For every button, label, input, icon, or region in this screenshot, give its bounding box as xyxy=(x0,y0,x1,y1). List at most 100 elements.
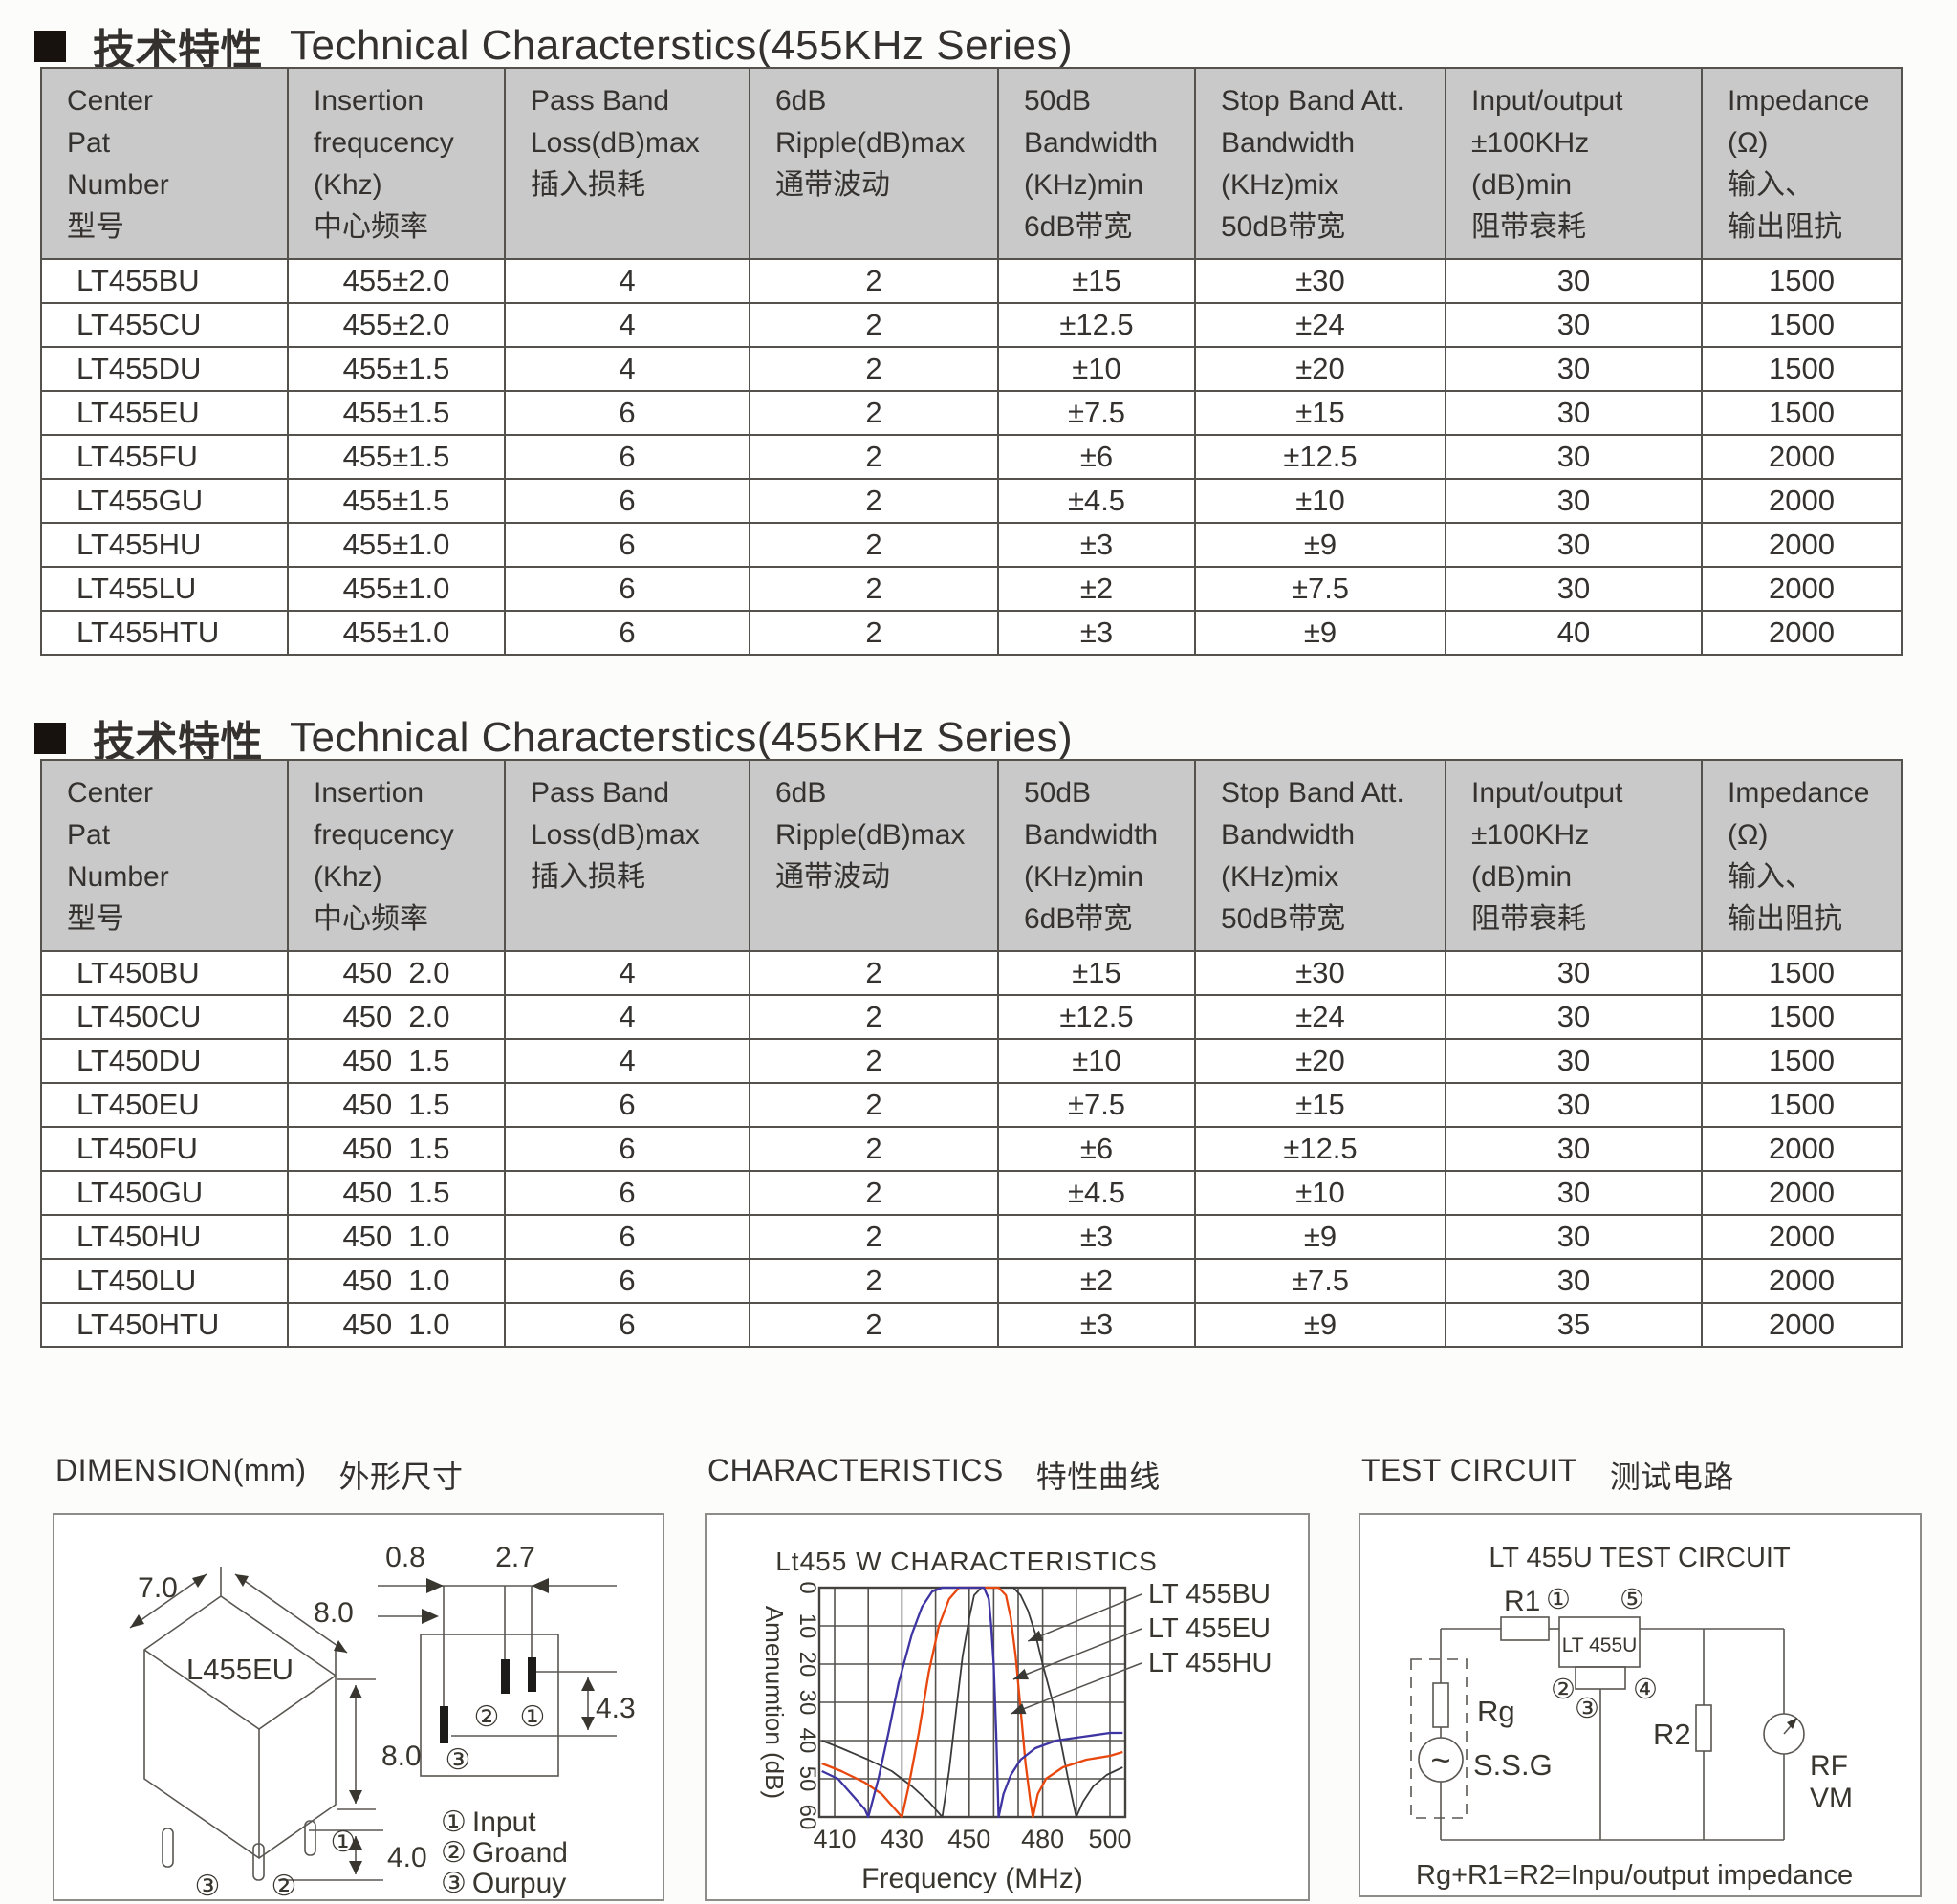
table-cell: ±9 xyxy=(1194,1302,1446,1348)
x-tick-label: 480 xyxy=(1021,1825,1064,1853)
table-cell: 6 xyxy=(504,1302,750,1348)
table-cell: LT455GU xyxy=(40,478,289,524)
section1-title-zh: 技术特性 xyxy=(93,27,263,74)
table-row: LT450HTU 450 1.0 6 2 ±3 ±9 35 2000 xyxy=(40,1302,1903,1348)
table-cell: 2 xyxy=(749,1038,999,1084)
y-tick-label: 40 xyxy=(794,1728,820,1754)
table-row: LT450LU 450 1.0 6 2 ±2 ±7.5 30 2000 xyxy=(40,1258,1903,1304)
table-row: LT455GU 455±1.5 6 2 ±4.5 ±10 30 2000 xyxy=(40,478,1903,524)
dim-pin-span-label: 4.3 xyxy=(596,1693,636,1724)
table-cell: 2 xyxy=(749,1126,999,1172)
table-row: LT450FU 450 1.5 6 2 ±6 ±12.5 30 2000 xyxy=(40,1126,1903,1172)
table-cell: 2 xyxy=(749,1302,999,1348)
section2-title-zh: 技术特性 xyxy=(93,719,263,766)
x-tick-label: 430 xyxy=(881,1825,924,1853)
table-cell: 6 xyxy=(504,1170,750,1216)
table-cell: 2000 xyxy=(1701,478,1903,524)
table-cell: 450 1.5 xyxy=(287,1082,506,1128)
column-header: Stop Band Att. Bandwidth (KHz)mix 50dB带宽 xyxy=(1194,67,1446,260)
table-cell: 30 xyxy=(1445,390,1703,436)
characteristics-heading-zh: 特性曲线 xyxy=(1035,1460,1161,1494)
section1-title-en: Technical Characterstics(455KHz Series) xyxy=(290,22,1074,69)
table-cell: 2 xyxy=(749,522,999,568)
characteristics-heading: CHARACTERISTICS 特性曲线 xyxy=(707,1453,1161,1497)
table-cell: LT455BU xyxy=(40,258,289,304)
pin3-mark: ③ xyxy=(1575,1694,1599,1724)
table-row: LT450BU 450 2.0 4 2 ±15 ±30 30 1500 xyxy=(40,950,1903,996)
table-cell: ±3 xyxy=(997,1302,1196,1348)
table-cell: LT450GU xyxy=(40,1170,289,1216)
pin1-mark: ① xyxy=(331,1827,357,1858)
table-row: LT450EU 450 1.5 6 2 ±7.5 ±15 30 1500 xyxy=(40,1082,1903,1128)
column-header: Impedance (Ω) 输入、 输出阻抗 xyxy=(1701,67,1903,260)
table-cell: ±15 xyxy=(1194,390,1446,436)
table-cell: ±9 xyxy=(1194,610,1446,656)
table-cell: 450 1.0 xyxy=(287,1214,506,1260)
table-cell: ±20 xyxy=(1194,346,1446,392)
table-cell: 450 1.5 xyxy=(287,1038,506,1084)
table-cell: 2000 xyxy=(1701,1258,1903,1304)
dimension-heading-zh: 外形尺寸 xyxy=(338,1460,464,1494)
table-cell: 455±2.0 xyxy=(287,302,506,348)
rg-label: Rg xyxy=(1477,1695,1515,1728)
table-cell: 1500 xyxy=(1701,1038,1903,1084)
table-cell: 30 xyxy=(1445,1170,1703,1216)
table-cell: 1500 xyxy=(1701,1082,1903,1128)
y-tick-label: 20 xyxy=(794,1652,820,1677)
table-cell: ±10 xyxy=(1194,1170,1446,1216)
dut-label: LT 455U xyxy=(1562,1634,1638,1656)
table-cell: ±12.5 xyxy=(997,994,1196,1040)
y-tick-label: 60 xyxy=(794,1805,820,1830)
pin3-mark: ③ xyxy=(195,1871,221,1899)
table-cell: 30 xyxy=(1445,1126,1703,1172)
table-cell: 2 xyxy=(749,566,999,612)
y-tick-label: 10 xyxy=(794,1613,820,1639)
legend-item: LT 455EU xyxy=(1148,1613,1271,1644)
table-header-row: Center Pat Number 型号 Insertion frequcency (Khz… xyxy=(40,759,1903,952)
table-cell: LT455HU xyxy=(40,522,289,568)
table-row: LT455DU 455±1.5 4 2 ±10 ±20 30 1500 xyxy=(40,346,1903,392)
table-cell: 30 xyxy=(1445,950,1703,996)
table-cell: LT450HTU xyxy=(40,1302,289,1348)
table-row: LT455CU 455±2.0 4 2 ±12.5 ±24 30 1500 xyxy=(40,302,1903,348)
table-cell: LT450EU xyxy=(40,1082,289,1128)
table-cell: LT455EU xyxy=(40,390,289,436)
table-cell: 30 xyxy=(1445,1214,1703,1260)
dim-pin-pitch-label: 2.7 xyxy=(495,1542,535,1573)
table-cell: LT450HU xyxy=(40,1214,289,1260)
table-cell: 6 xyxy=(504,1258,750,1304)
table-cell: 2 xyxy=(749,390,999,436)
dim-pinlen-label: 4.0 xyxy=(387,1842,427,1873)
table-cell: ±15 xyxy=(997,950,1196,996)
footprint-pin2-mark: ② xyxy=(474,1701,500,1733)
chart-series-curves xyxy=(821,1586,1123,1819)
table-cell: ±10 xyxy=(997,346,1196,392)
table-cell: 6 xyxy=(504,434,750,480)
dim-depth-label: 8.0 xyxy=(314,1597,354,1629)
column-header: 6dB Ripple(dB)max 通带波动 xyxy=(749,759,999,952)
table-cell: 1500 xyxy=(1701,346,1903,392)
table-cell: 30 xyxy=(1445,1258,1703,1304)
chart-title: Lt455 W CHARACTERISTICS xyxy=(775,1547,1158,1576)
x-axis-label: Frequency (MHz) xyxy=(861,1863,1083,1894)
table-cell: LT455CU xyxy=(40,302,289,348)
impedance-formula: Rg+R1=R2=Inpu/output impedance xyxy=(1416,1860,1853,1891)
table-cell: 2 xyxy=(749,478,999,524)
column-header: Center Pat Number 型号 xyxy=(40,67,289,260)
table-cell: 40 xyxy=(1445,610,1703,656)
pin2-mark: ② xyxy=(1551,1675,1576,1705)
test-circuit-heading-en: TEST CIRCUIT xyxy=(1361,1453,1577,1487)
table-cell: LT450LU xyxy=(40,1258,289,1304)
table-cell: 6 xyxy=(504,566,750,612)
square-bullet-icon xyxy=(34,722,66,754)
table-cell: 35 xyxy=(1445,1302,1703,1348)
table-cell: 455±1.5 xyxy=(287,434,506,480)
characteristics-table-450: Center Pat Number 型号 Insertion frequcency (Khz… xyxy=(40,759,1903,1348)
table-cell: 6 xyxy=(504,522,750,568)
table-row: LT450HU 450 1.0 6 2 ±3 ±9 30 2000 xyxy=(40,1214,1903,1260)
legend-item: LT 455HU xyxy=(1148,1648,1272,1678)
y-tick-label: 30 xyxy=(794,1690,820,1716)
dimension-heading: DIMENSION(mm) 外形尺寸 xyxy=(55,1453,463,1497)
test-circuit-heading: TEST CIRCUIT 测试电路 xyxy=(1361,1453,1734,1497)
